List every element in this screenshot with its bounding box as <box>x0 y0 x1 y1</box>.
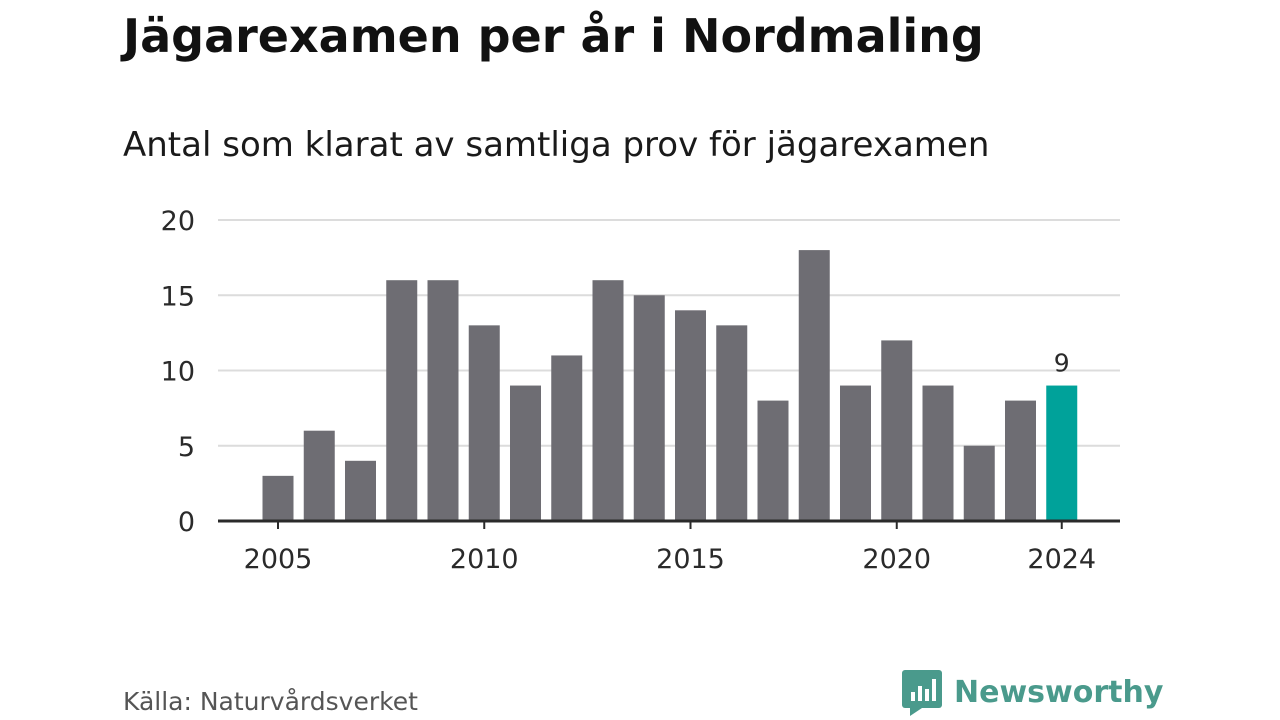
bar <box>757 400 789 521</box>
y-tick-label: 15 <box>161 281 195 312</box>
y-tick-label: 20 <box>161 206 195 237</box>
bar-chart: 0 5 10 15 20 9 2005 2010 2015 2020 2024 <box>161 206 1120 575</box>
source-note: Källa: Naturvårdsverket <box>123 687 418 716</box>
bar <box>922 385 954 521</box>
bar <box>510 385 541 521</box>
newsworthy-logo-icon <box>902 670 942 716</box>
brand-name: Newsworthy <box>954 675 1164 710</box>
x-tick-label: 2024 <box>1027 544 1096 575</box>
chart-title: Jägarexamen per år i Nordmaling <box>123 9 984 63</box>
x-tick-label: 2015 <box>656 544 725 575</box>
chart-subtitle: Antal som klarat av samtliga prov för jä… <box>123 125 990 165</box>
x-tick-label: 2010 <box>450 544 519 575</box>
x-tick-label: 2005 <box>244 544 313 575</box>
bar <box>798 250 830 521</box>
bar <box>716 325 748 521</box>
bar <box>1005 400 1036 521</box>
bar <box>963 445 995 521</box>
y-tick-label: 5 <box>178 432 195 463</box>
bar <box>633 295 665 521</box>
x-tick-label: 2020 <box>862 544 931 575</box>
bar <box>262 475 294 521</box>
bar <box>468 325 500 521</box>
bar <box>345 460 376 521</box>
brand-logo: Newsworthy <box>902 670 1163 716</box>
bar <box>427 280 459 521</box>
y-tick-label: 0 <box>178 507 195 538</box>
bar <box>592 280 624 521</box>
bar <box>303 430 335 521</box>
data-label: 9 <box>1054 349 1070 378</box>
bar <box>675 310 706 521</box>
bar <box>881 340 913 521</box>
bar <box>551 355 583 521</box>
bar-highlight <box>1046 385 1078 521</box>
bar <box>840 385 871 521</box>
bar <box>386 280 418 521</box>
y-tick-label: 10 <box>161 357 195 388</box>
